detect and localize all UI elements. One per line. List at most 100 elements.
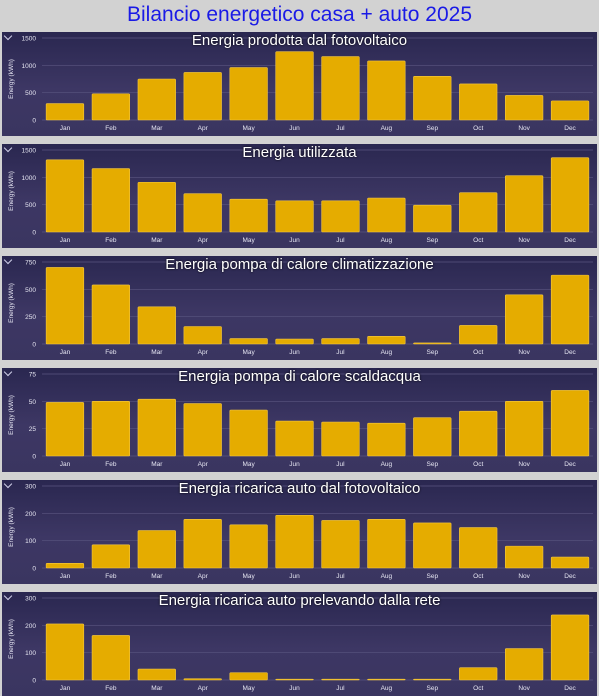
bar-jan[interactable] — [45, 103, 85, 121]
bar-jun[interactable] — [275, 514, 314, 569]
bar-apr[interactable] — [183, 72, 222, 121]
bar-dec[interactable] — [550, 157, 590, 233]
bar-apr[interactable] — [183, 519, 222, 569]
bar-sep[interactable] — [413, 75, 452, 121]
bar-may[interactable] — [229, 409, 268, 457]
bar-aug[interactable] — [367, 519, 406, 569]
bar-jun[interactable] — [275, 678, 314, 681]
x-tick-label: May — [242, 461, 255, 468]
bar-sep[interactable] — [413, 678, 452, 681]
bar-oct[interactable] — [459, 192, 498, 233]
bar-jun[interactable] — [275, 200, 314, 233]
bar-may[interactable] — [229, 524, 268, 569]
bar-sep[interactable] — [413, 342, 452, 345]
bar-apr[interactable] — [183, 403, 222, 457]
x-tick-label: May — [242, 573, 255, 580]
bar-jul[interactable] — [321, 338, 360, 345]
x-tick-label: Apr — [198, 685, 209, 692]
bar-jul[interactable] — [321, 56, 360, 121]
bar-feb[interactable] — [91, 635, 131, 681]
bar-feb[interactable] — [91, 544, 131, 569]
bar-jan[interactable] — [45, 267, 85, 345]
bar-mar[interactable] — [137, 306, 176, 345]
x-tick-label: Aug — [381, 237, 393, 244]
bar-mar[interactable] — [137, 78, 176, 121]
x-tick-label: May — [242, 237, 255, 244]
bar-aug[interactable] — [367, 678, 406, 681]
x-tick-label: Apr — [198, 461, 209, 468]
bar-aug[interactable] — [367, 422, 406, 457]
x-tick-label: Jul — [336, 461, 345, 468]
bar-jan[interactable] — [45, 402, 85, 457]
bar-feb[interactable] — [91, 93, 131, 121]
bar-oct[interactable] — [459, 83, 498, 121]
bar-sep[interactable] — [413, 204, 452, 233]
bar-jun[interactable] — [275, 51, 314, 121]
bar-aug[interactable] — [367, 60, 406, 121]
x-tick-label: Nov — [518, 461, 530, 468]
bar-mar[interactable] — [137, 398, 176, 457]
bar-mar[interactable] — [137, 668, 176, 681]
bar-dec[interactable] — [550, 556, 590, 569]
bar-nov[interactable] — [504, 545, 544, 569]
bar-oct[interactable] — [459, 667, 498, 681]
bar-apr[interactable] — [183, 678, 222, 681]
x-tick-label: Mar — [151, 685, 163, 692]
bar-jun[interactable] — [275, 420, 314, 457]
y-tick-label: 25 — [29, 426, 37, 433]
bar-oct[interactable] — [459, 325, 498, 345]
x-tick-label: Nov — [518, 237, 530, 244]
bar-jul[interactable] — [321, 520, 360, 569]
bar-feb[interactable] — [91, 284, 131, 345]
bar-feb[interactable] — [91, 401, 131, 457]
x-tick-label: Sep — [427, 461, 439, 468]
x-tick-label: Jan — [60, 573, 71, 580]
y-tick-label: 0 — [32, 454, 36, 461]
bar-mar[interactable] — [137, 181, 176, 233]
y-tick-label: 250 — [25, 314, 36, 321]
bar-jul[interactable] — [321, 678, 360, 681]
bar-jul[interactable] — [321, 421, 360, 457]
bar-jul[interactable] — [321, 200, 360, 233]
bar-jan[interactable] — [45, 159, 85, 233]
y-tick-label: 300 — [25, 596, 36, 603]
bar-jan[interactable] — [45, 563, 85, 569]
bar-aug[interactable] — [367, 336, 406, 345]
bar-oct[interactable] — [459, 410, 498, 457]
bar-mar[interactable] — [137, 530, 176, 569]
bar-may[interactable] — [229, 338, 268, 345]
x-tick-label: Oct — [473, 461, 483, 468]
bar-apr[interactable] — [183, 326, 222, 345]
chart-panel-4: 0 25 50 75 Energy (kWh) Jan Feb Mar Apr May Jun Jul… — [2, 368, 597, 472]
bar-oct[interactable] — [459, 527, 498, 569]
y-tick-label: 0 — [32, 566, 36, 573]
bar-dec[interactable] — [550, 614, 590, 681]
bar-nov[interactable] — [504, 648, 544, 681]
bar-apr[interactable] — [183, 193, 222, 233]
bar-nov[interactable] — [504, 294, 544, 345]
bar-chart-3: 0 250 500 750 Energy (kWh) Jan Feb Mar Apr May Jun… — [8, 260, 593, 356]
bar-sep[interactable] — [413, 522, 452, 569]
bar-aug[interactable] — [367, 197, 406, 233]
bar-dec[interactable] — [550, 100, 590, 121]
x-tick-label: Aug — [381, 573, 393, 580]
bar-nov[interactable] — [504, 401, 544, 457]
bar-sep[interactable] — [413, 417, 452, 457]
bar-jun[interactable] — [275, 338, 314, 345]
x-tick-label: Jul — [336, 573, 345, 580]
bar-may[interactable] — [229, 672, 268, 681]
bar-feb[interactable] — [91, 168, 131, 233]
x-tick-label: Jun — [289, 573, 300, 580]
bar-jan[interactable] — [45, 623, 85, 681]
bar-nov[interactable] — [504, 175, 544, 233]
bar-nov[interactable] — [504, 95, 544, 121]
bar-dec[interactable] — [550, 274, 590, 345]
bar-may[interactable] — [229, 67, 268, 121]
x-tick-label: Dec — [564, 349, 576, 356]
y-tick-label: 50 — [29, 399, 37, 406]
x-tick-label: Dec — [564, 461, 576, 468]
x-tick-label: Dec — [564, 685, 576, 692]
x-tick-label: Apr — [198, 349, 209, 356]
bar-dec[interactable] — [550, 390, 590, 457]
bar-may[interactable] — [229, 198, 268, 233]
